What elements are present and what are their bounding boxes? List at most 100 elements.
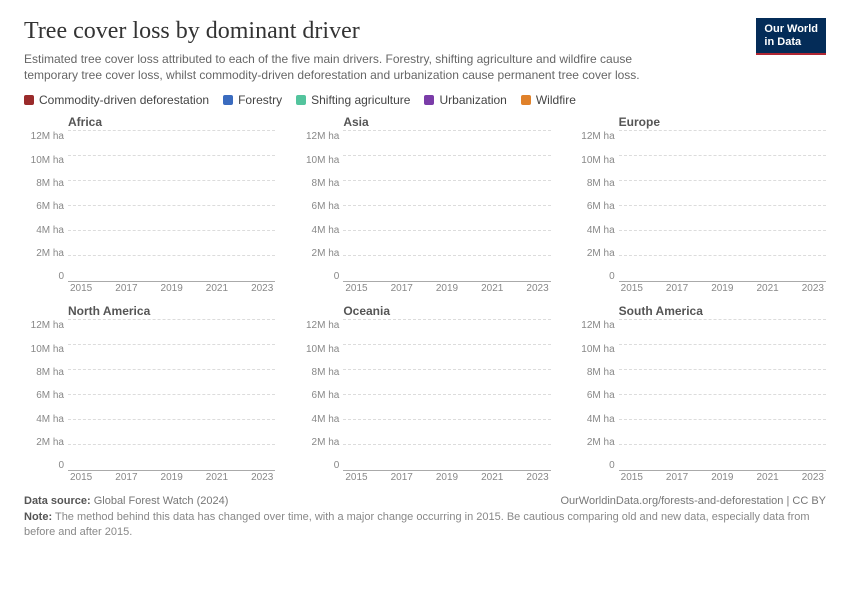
legend-item[interactable]: Forestry [223,93,282,107]
page-title: Tree cover loss by dominant driver [24,18,826,45]
source-value: Global Forest Watch (2024) [94,495,229,507]
badge-line2: in Data [764,36,801,48]
bars-box [68,320,275,471]
owid-badge: Our World in Data [756,18,826,55]
y-tick: 6M ha [36,201,64,212]
y-tick: 0 [58,460,64,471]
x-axis: 20152017201920212023 [343,471,550,485]
source-label: Data source: [24,495,91,507]
y-tick: 8M ha [312,367,340,378]
y-tick: 12M ha [306,131,339,142]
legend-swatch [223,95,233,105]
y-tick: 10M ha [581,155,614,166]
x-axis: 20152017201920212023 [619,282,826,296]
legend-label: Urbanization [439,93,506,107]
x-tick: 2015 [70,472,92,485]
x-tick: 2019 [161,472,183,485]
y-tick: 0 [334,460,340,471]
x-tick: 2021 [206,283,228,296]
y-tick: 4M ha [587,225,615,236]
y-axis: 02M ha4M ha6M ha8M ha10M ha12M ha [575,320,619,485]
y-tick: 4M ha [36,225,64,236]
footer-link[interactable]: OurWorldinData.org/forests-and-deforesta… [560,495,826,507]
y-tick: 0 [609,271,615,282]
y-tick: 8M ha [587,367,615,378]
x-axis: 20152017201920212023 [68,282,275,296]
panel-title: Asia [343,115,550,129]
y-tick: 6M ha [587,390,615,401]
y-axis: 02M ha4M ha6M ha8M ha10M ha12M ha [299,320,343,485]
x-tick: 2017 [115,283,137,296]
y-axis: 0 2M ha 4M ha 6M ha 8M ha 10M ha 12M ha [575,131,619,296]
x-tick: 2019 [711,472,733,485]
y-axis: 02M ha4M ha6M ha8M ha10M ha12M ha [24,320,68,485]
x-tick: 2015 [345,472,367,485]
legend-item[interactable]: Commodity-driven deforestation [24,93,209,107]
x-tick: 2015 [345,283,367,296]
y-tick: 10M ha [31,344,64,355]
bars-box [619,320,826,471]
x-tick: 2023 [802,472,824,485]
legend-item[interactable]: Urbanization [424,93,506,107]
legend: Commodity-driven deforestation Forestry Sh… [24,93,826,107]
panel-title: North America [68,304,275,318]
x-tick: 2017 [391,472,413,485]
y-tick: 8M ha [587,178,615,189]
chart-panel: Africa02M ha4M ha6M ha8M ha10M ha12M ha2… [24,115,275,296]
y-tick: 8M ha [312,178,340,189]
x-axis: 20152017201920212023 [343,282,550,296]
y-tick: 4M ha [312,414,340,425]
legend-swatch [521,95,531,105]
bars-box [619,131,826,282]
y-tick: 6M ha [36,390,64,401]
legend-swatch [296,95,306,105]
panel-title: Africa [68,115,275,129]
y-axis: 02M ha4M ha6M ha8M ha10M ha12M ha [299,131,343,296]
legend-item[interactable]: Wildfire [521,93,576,107]
bars-box [343,131,550,282]
y-tick: 10M ha [581,344,614,355]
legend-item[interactable]: Shifting agriculture [296,93,410,107]
y-tick: 6M ha [587,201,615,212]
chart-panel: Europe 0 2M ha 4M ha 6M ha 8M ha 10M ha 12M ha 2… [575,115,826,296]
x-tick: 2017 [115,472,137,485]
chart-panel: North America02M ha4M ha6M ha8M ha10M ha… [24,304,275,485]
chart-panel: South America02M ha4M ha6M ha8M ha10M ha… [575,304,826,485]
y-tick: 2M ha [587,437,615,448]
x-tick: 2017 [391,283,413,296]
x-tick: 2019 [436,283,458,296]
y-tick: 4M ha [36,414,64,425]
x-tick: 2023 [526,283,548,296]
bars-box [343,320,550,471]
panel-title: Oceania [343,304,550,318]
y-tick: 6M ha [312,390,340,401]
legend-swatch [24,95,34,105]
x-tick: 2017 [666,283,688,296]
footer: Data source: Global Forest Watch (2024) … [24,495,826,539]
y-tick: 12M ha [581,320,614,331]
x-tick: 2015 [621,283,643,296]
y-tick: 8M ha [36,367,64,378]
badge-line1: Our World [764,23,818,35]
x-tick: 2019 [436,472,458,485]
y-tick: 4M ha [312,225,340,236]
x-tick: 2023 [802,283,824,296]
panel-title: Europe [619,115,826,129]
subtitle: Estimated tree cover loss attributed to … [24,51,664,83]
y-tick: 12M ha [581,131,614,142]
x-axis: 20152017201920212023 [619,471,826,485]
y-tick: 10M ha [31,155,64,166]
note-label: Note: [24,511,52,523]
y-tick: 12M ha [31,131,64,142]
panel-title: South America [619,304,826,318]
x-tick: 2019 [711,283,733,296]
y-tick: 2M ha [312,248,340,259]
x-tick: 2021 [206,472,228,485]
legend-label: Shifting agriculture [311,93,410,107]
x-axis: 20152017201920212023 [68,471,275,485]
y-tick: 8M ha [36,178,64,189]
note-text: The method behind this data has changed … [24,511,810,537]
y-tick: 2M ha [587,248,615,259]
y-tick: 10M ha [306,155,339,166]
y-axis: 02M ha4M ha6M ha8M ha10M ha12M ha [24,131,68,296]
